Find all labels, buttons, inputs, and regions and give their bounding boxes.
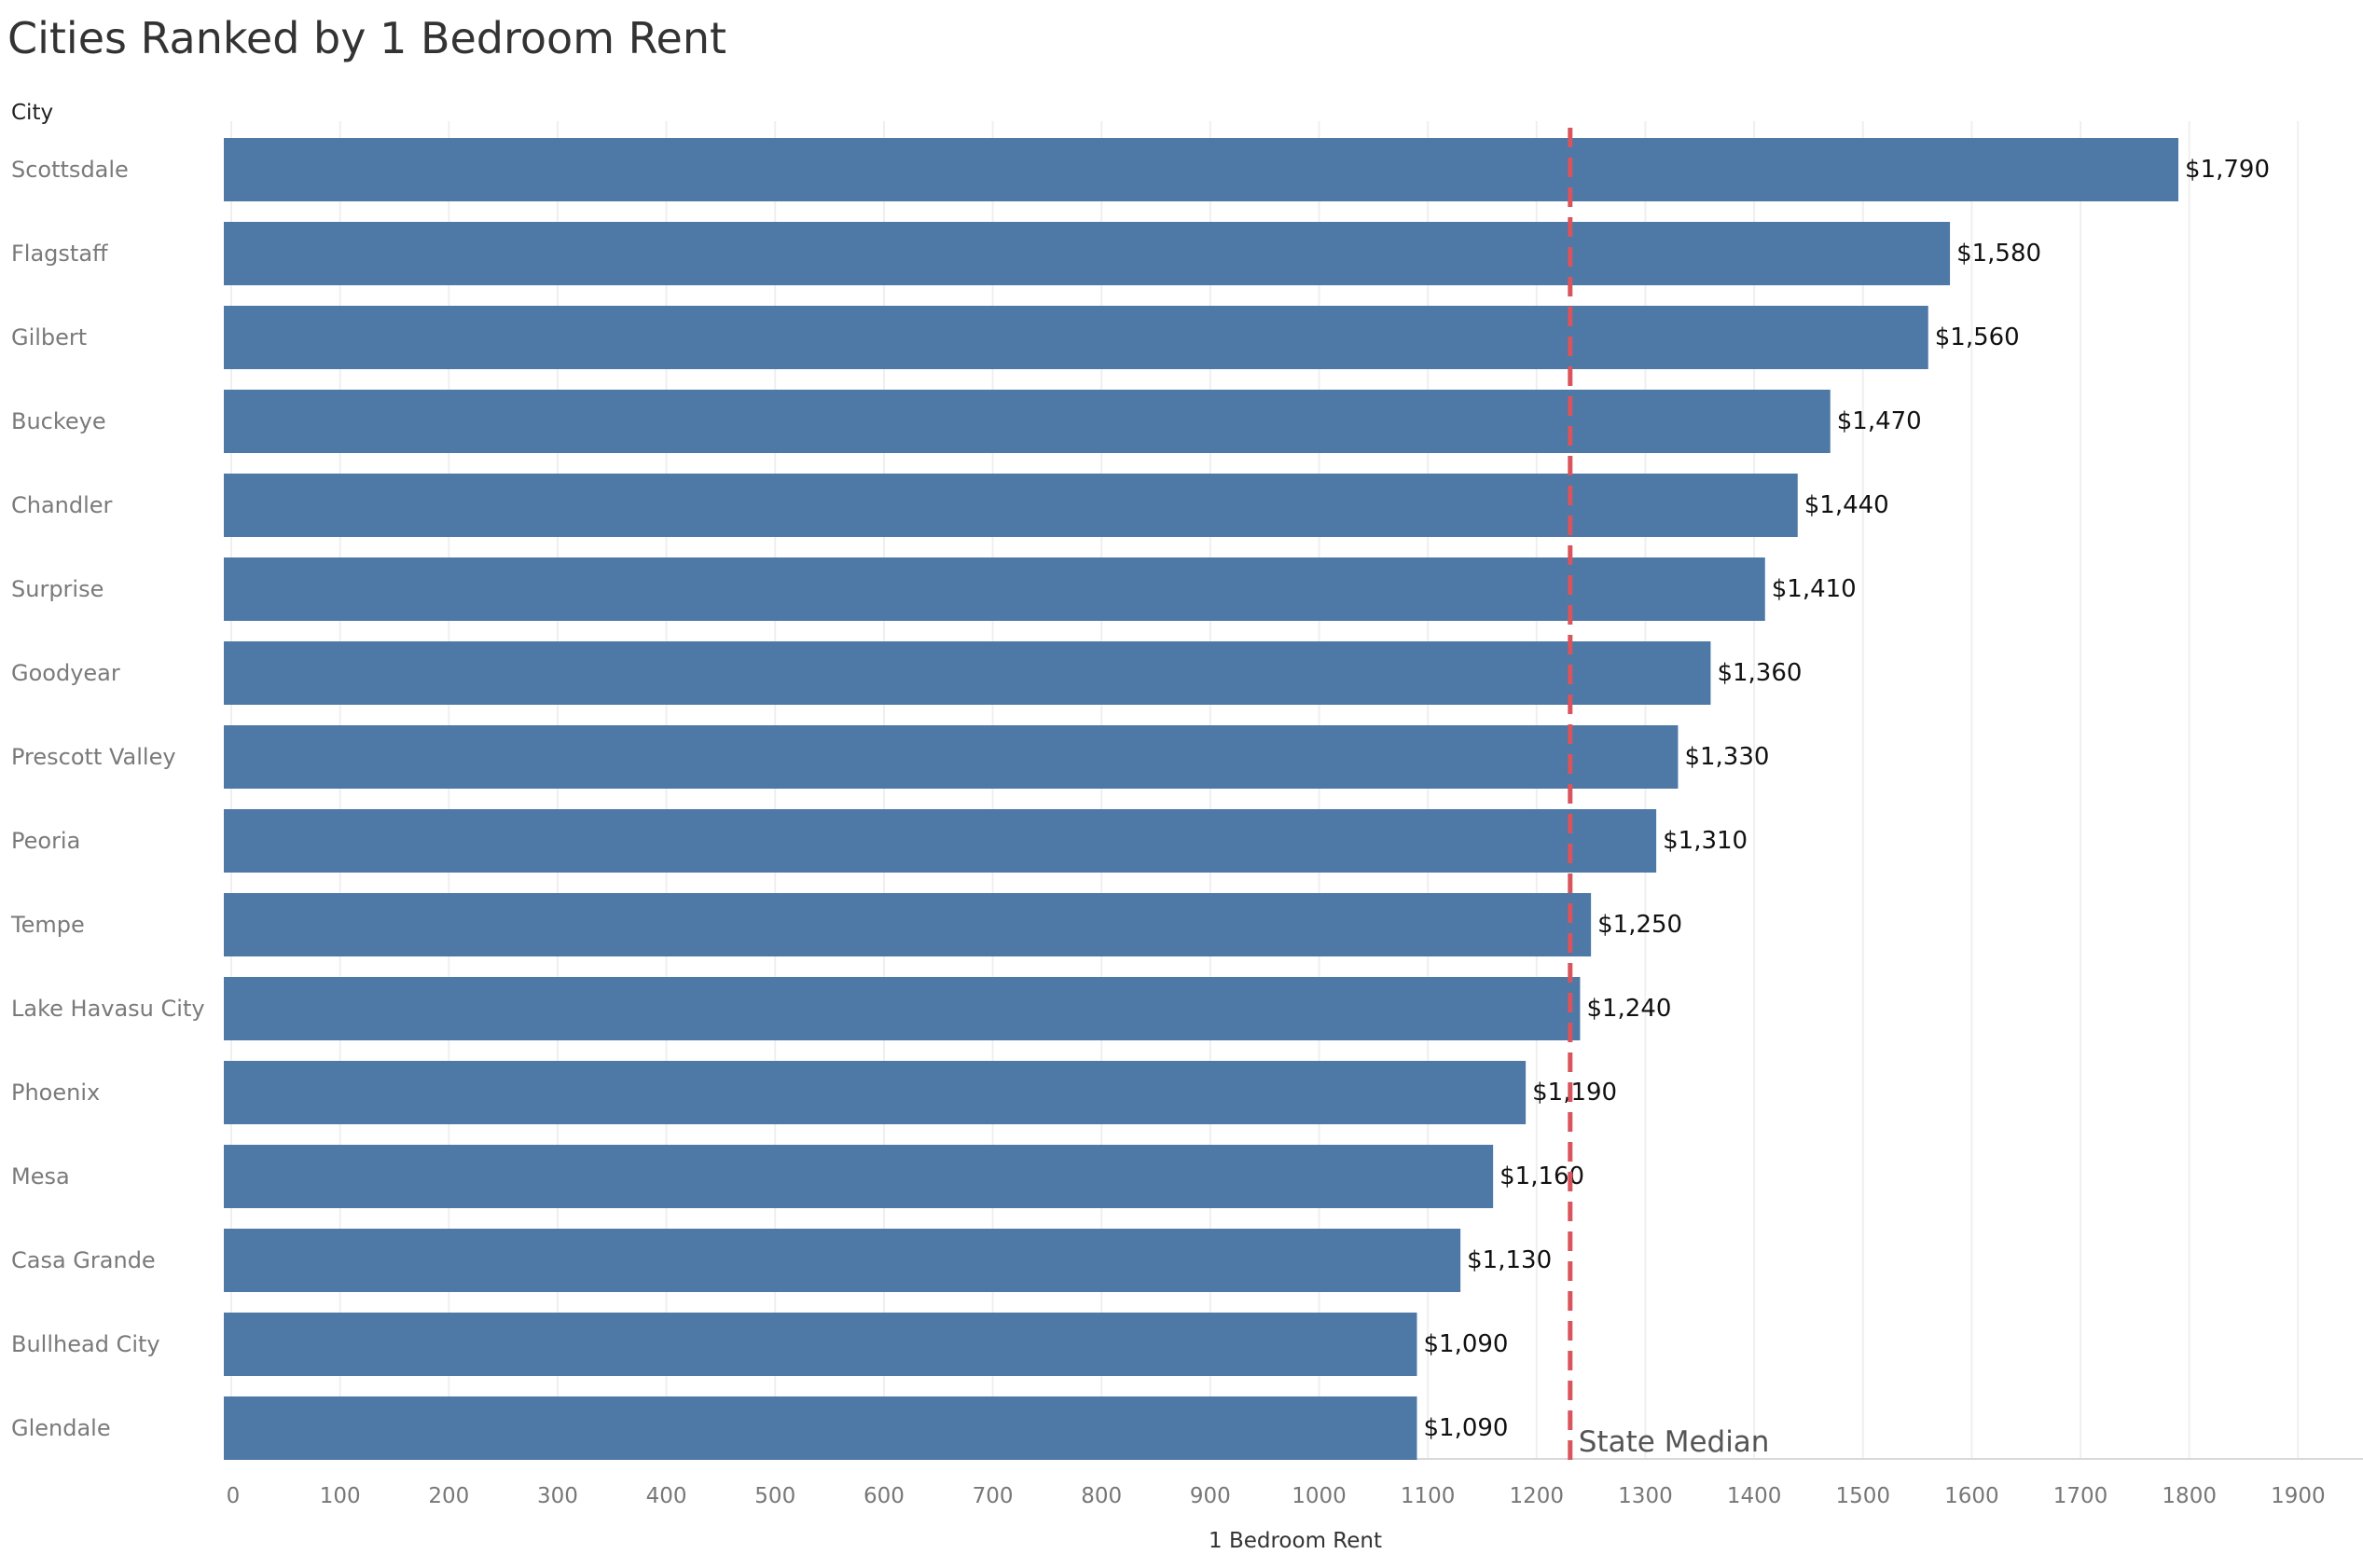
x-tick-label: 1400 — [1727, 1484, 1782, 1508]
bar — [224, 893, 1592, 956]
bar — [224, 1396, 1417, 1460]
category-label: Phoenix — [11, 1080, 100, 1106]
bar — [224, 138, 2179, 201]
category-label: Glendale — [11, 1415, 111, 1441]
bar-value-label: $1,790 — [2185, 156, 2270, 184]
x-tick-label: 500 — [754, 1484, 795, 1508]
bar — [224, 641, 1711, 705]
x-tick-label: 600 — [864, 1484, 905, 1508]
category-label: Flagstaff — [11, 241, 108, 267]
bar-value-label: $1,240 — [1586, 995, 1671, 1023]
category-label: Tempe — [10, 912, 85, 938]
bar — [224, 474, 1798, 537]
bar-value-label: $1,560 — [1935, 323, 2020, 351]
x-tick-label: 1100 — [1401, 1484, 1456, 1508]
category-label: Prescott Valley — [11, 744, 176, 770]
x-tick-label: 800 — [1081, 1484, 1122, 1508]
bar — [224, 306, 1928, 369]
bar-value-label: $1,190 — [1532, 1079, 1617, 1107]
bar-value-label: $1,470 — [1837, 407, 1922, 435]
category-header: City — [11, 101, 53, 125]
x-tick-label: 1000 — [1292, 1484, 1347, 1508]
x-tick-label: 1700 — [2053, 1484, 2108, 1508]
x-tick-label: 400 — [646, 1484, 687, 1508]
x-tick-label: 1900 — [2271, 1484, 2326, 1508]
bar-value-label: $1,410 — [1772, 575, 1857, 603]
bar-value-label: $1,130 — [1467, 1246, 1552, 1274]
category-label: Buckeye — [11, 408, 106, 434]
category-label: Chandler — [11, 492, 113, 518]
bar — [224, 1313, 1417, 1376]
category-label: Gilbert — [11, 324, 87, 351]
category-labels: Scottsdale Flagstaff Gilbert Buckeye Chandle… — [10, 157, 205, 1441]
x-tick-label: 700 — [973, 1484, 1014, 1508]
category-label: Bullhead City — [11, 1331, 160, 1357]
x-tick-label: 300 — [537, 1484, 578, 1508]
x-tick-label: 200 — [428, 1484, 469, 1508]
category-label: Goodyear — [11, 660, 120, 686]
bar — [224, 1061, 1527, 1124]
x-tick-label: 0 — [227, 1484, 241, 1508]
state-median-label: State Median — [1579, 1425, 1770, 1459]
category-label: Surprise — [11, 576, 104, 602]
chart-title: Cities Ranked by 1 Bedroom Rent — [7, 13, 727, 63]
bar-value-label: $1,090 — [1423, 1414, 1508, 1442]
bars — [224, 138, 2179, 1460]
x-tick-label: 1500 — [1835, 1484, 1890, 1508]
category-label: Casa Grande — [11, 1247, 156, 1273]
bar — [224, 809, 1657, 873]
bar-value-label: $1,090 — [1423, 1330, 1508, 1358]
x-tick-label: 900 — [1190, 1484, 1231, 1508]
x-axis-title: 1 Bedroom Rent — [1209, 1529, 1382, 1553]
bar-value-label: $1,250 — [1597, 911, 1682, 939]
bar-value-label: $1,440 — [1804, 491, 1889, 519]
category-label: Scottsdale — [11, 157, 129, 183]
x-tick-label: 100 — [320, 1484, 361, 1508]
bar-value-label: $1,360 — [1717, 659, 1802, 687]
x-tick-label: 1300 — [1618, 1484, 1673, 1508]
x-tick-label: 1200 — [1510, 1484, 1565, 1508]
bar-value-label: $1,580 — [1956, 240, 2041, 268]
x-axis-ticks: 0 100 200 300 400 500 600 700 800 900 1000 1100 1200… — [227, 1484, 2326, 1508]
x-tick-label: 1800 — [2162, 1484, 2217, 1508]
bar — [224, 390, 1831, 453]
bar-value-label: $1,330 — [1684, 743, 1769, 771]
bar — [224, 1229, 1461, 1292]
x-tick-label: 1600 — [1944, 1484, 1999, 1508]
bar — [224, 557, 1765, 621]
bar — [224, 222, 1951, 285]
bar-value-label: $1,310 — [1663, 827, 1748, 855]
value-labels: $1,790 $1,580 $1,560 $1,470 $1,440 $1,410 $1,3… — [1423, 156, 2270, 1442]
bar — [224, 1145, 1494, 1208]
category-label: Mesa — [11, 1163, 70, 1190]
category-label: Lake Havasu City — [11, 996, 205, 1022]
category-label: Peoria — [11, 828, 80, 854]
bar — [224, 725, 1679, 789]
bar — [224, 977, 1581, 1040]
